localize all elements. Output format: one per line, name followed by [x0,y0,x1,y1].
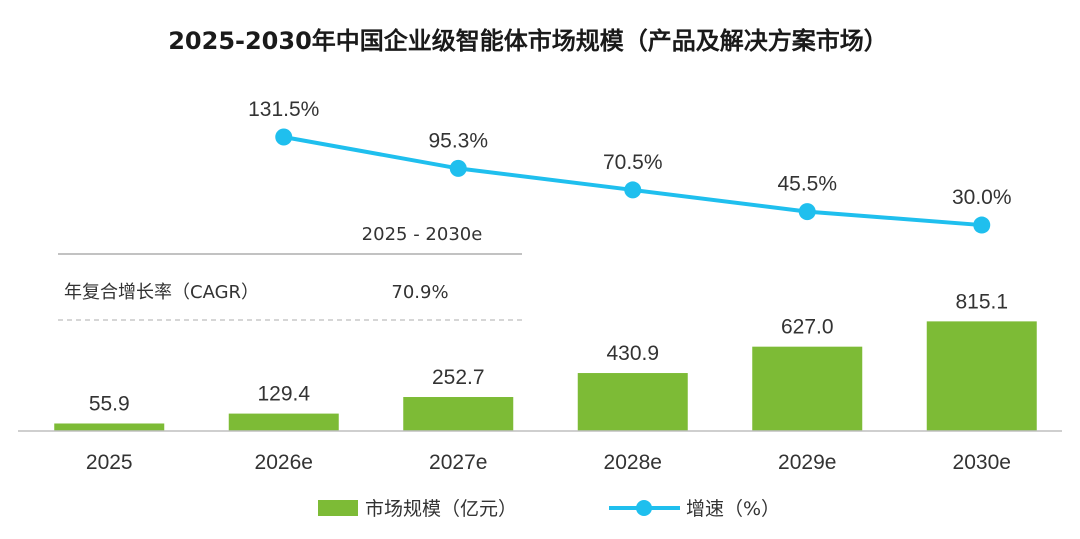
cagr-table: 2025 - 2030e 年复合增长率（CAGR） 70.9% [58,224,522,321]
legend-bar-swatch [318,500,358,516]
bar-2030e [926,321,1037,431]
growth-point-2030e [973,216,991,234]
cagr-value: 70.9% [391,282,448,303]
bar-label-2027e: 252.7 [432,366,485,389]
growth-label-2029e: 45.5% [777,173,837,196]
bar-2028e [577,373,688,431]
growth-point-2028e [624,181,642,199]
x-tick-2028e: 2028e [604,451,662,474]
x-tick-labels: 2025 2026e 2027e 2028e 2029e 2030e [86,451,1011,474]
growth-label-2026e: 131.5% [248,98,319,121]
bar-label-2025: 55.9 [89,392,130,415]
legend-item-growth: 增速（%） [609,498,780,520]
legend-label-market-size: 市场规模（亿元） [365,498,517,520]
legend-item-market-size: 市场规模（亿元） [318,498,517,520]
bar-2029e [752,346,863,431]
growth-line-series: 131.5% 95.3% 70.5% 45.5% 30.0% [248,98,1012,234]
legend-label-growth: 增速（%） [686,498,780,520]
bar-label-2030e: 815.1 [955,290,1008,313]
bar-label-2026e: 129.4 [257,383,310,406]
x-tick-2027e: 2027e [429,451,487,474]
bar-label-2028e: 430.9 [606,342,659,365]
growth-point-2027e [449,159,467,177]
cagr-label: 年复合增长率（CAGR） [64,282,259,303]
x-tick-2029e: 2029e [778,451,836,474]
legend-marker-swatch [636,500,652,516]
bar-value-labels: 55.9 129.4 252.7 430.9 627.0 815.1 [89,290,1008,415]
growth-point-2029e [798,203,816,221]
cagr-period: 2025 - 2030e [362,224,483,245]
bar-2025 [54,423,165,431]
growth-label-2030e: 30.0% [952,186,1012,209]
growth-label-2027e: 95.3% [428,129,488,152]
growth-point-2026e [275,128,293,146]
x-tick-2030e: 2030e [953,451,1011,474]
bar-label-2029e: 627.0 [781,316,834,339]
chart-title: 2025-2030年中国企业级智能体市场规模（产品及解决方案市场） [168,27,888,55]
bar-2026e [228,413,339,431]
legend: 市场规模（亿元） 增速（%） [318,498,780,520]
bar-2027e [403,397,514,431]
bar-series [54,321,1037,431]
growth-label-2028e: 70.5% [603,151,663,174]
x-tick-2025: 2025 [86,451,133,474]
x-tick-2026e: 2026e [255,451,313,474]
